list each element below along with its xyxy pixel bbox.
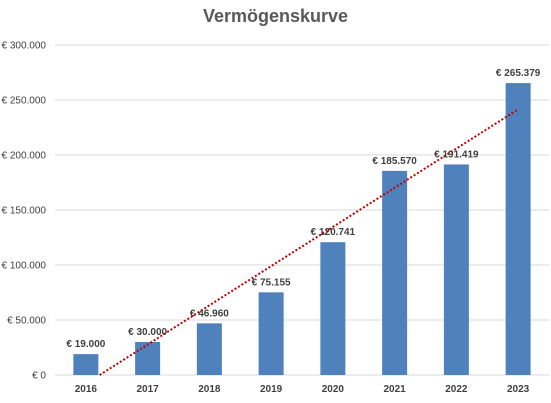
x-tick-label: 2017 — [137, 384, 160, 395]
bar — [73, 354, 99, 375]
y-tick-label: € 0 — [32, 371, 46, 382]
x-tick-label: 2018 — [198, 384, 221, 395]
gridlines — [55, 44, 549, 376]
y-tick-label: € 200.000 — [2, 151, 47, 162]
bar — [320, 242, 346, 375]
data-label: € 19.000 — [66, 339, 105, 350]
x-tick-label: 2020 — [322, 384, 345, 395]
x-tick-label: 2016 — [75, 384, 98, 395]
chart-title: Vermögenskurve — [202, 6, 349, 26]
x-tick-label: 2023 — [507, 384, 530, 395]
bar — [196, 323, 222, 375]
bar — [443, 164, 469, 375]
data-label: € 46.960 — [190, 308, 229, 319]
data-label: € 120.741 — [311, 227, 356, 238]
y-tick-label: € 150.000 — [2, 206, 47, 217]
bar — [382, 170, 408, 375]
bar — [505, 83, 531, 375]
data-label: € 191.419 — [434, 149, 479, 160]
bar — [258, 292, 284, 375]
data-label: € 75.155 — [252, 277, 291, 288]
x-tick-label: 2022 — [445, 384, 468, 395]
data-label: € 265.379 — [496, 68, 541, 79]
trendline-layer — [99, 108, 519, 376]
bars — [73, 83, 531, 375]
data-label: € 185.570 — [372, 156, 417, 167]
y-tick-label: € 50.000 — [7, 316, 46, 327]
y-tick-label: € 250.000 — [2, 96, 47, 107]
x-tick-label: 2021 — [384, 384, 407, 395]
trendline — [99, 108, 519, 376]
x-tick-label: 2019 — [260, 384, 283, 395]
bar — [135, 342, 161, 375]
data-label: € 30.000 — [128, 327, 167, 338]
y-tick-label: € 300.000 — [2, 41, 47, 52]
y-tick-label: € 100.000 — [2, 261, 47, 272]
labels: € 0 € 50.000 € 100.000 € 150.000 € 200.000 € … — [2, 41, 541, 396]
